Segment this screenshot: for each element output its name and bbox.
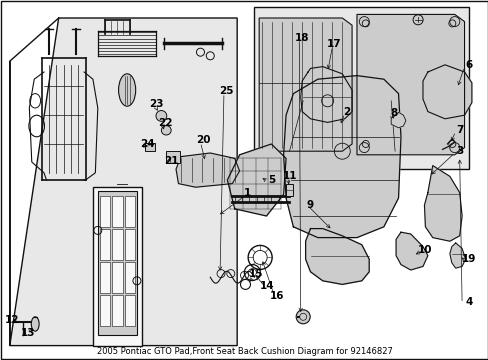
Polygon shape — [176, 153, 239, 187]
Bar — [124, 262, 135, 293]
Bar — [100, 262, 110, 293]
Polygon shape — [227, 144, 285, 216]
Text: 12: 12 — [5, 315, 20, 325]
Bar — [166, 151, 180, 163]
Bar — [93, 187, 142, 346]
Bar — [124, 229, 135, 260]
Text: 19: 19 — [461, 254, 476, 264]
Text: 24: 24 — [140, 139, 155, 149]
Bar — [112, 262, 122, 293]
Ellipse shape — [161, 126, 171, 135]
Polygon shape — [395, 232, 427, 270]
Bar — [112, 196, 122, 227]
Text: 2005 Pontiac GTO Pad,Front Seat Back Cushion Diagram for 92146827: 2005 Pontiac GTO Pad,Front Seat Back Cus… — [96, 346, 392, 356]
Circle shape — [296, 310, 309, 324]
Bar — [100, 229, 110, 260]
Bar — [285, 184, 293, 196]
Text: 16: 16 — [269, 291, 284, 301]
Text: 21: 21 — [163, 156, 178, 166]
Polygon shape — [300, 67, 351, 122]
Bar — [98, 191, 137, 335]
Bar — [124, 196, 135, 227]
Text: 9: 9 — [306, 200, 313, 210]
Text: 6: 6 — [465, 60, 472, 70]
Text: 7: 7 — [455, 125, 463, 135]
Polygon shape — [10, 18, 237, 346]
Polygon shape — [356, 14, 464, 155]
Text: 8: 8 — [389, 108, 396, 118]
Bar — [112, 229, 122, 260]
Text: 1: 1 — [243, 188, 250, 198]
Text: 3: 3 — [455, 146, 462, 156]
Ellipse shape — [118, 74, 136, 106]
Text: 11: 11 — [282, 171, 297, 181]
Polygon shape — [283, 76, 400, 238]
Text: 15: 15 — [248, 269, 263, 279]
Text: 18: 18 — [294, 33, 308, 43]
Text: 20: 20 — [195, 135, 210, 145]
Polygon shape — [390, 112, 405, 128]
Text: 2: 2 — [343, 107, 350, 117]
Bar — [100, 295, 110, 326]
Text: 13: 13 — [20, 328, 35, 338]
Polygon shape — [259, 18, 351, 151]
Text: 4: 4 — [465, 297, 472, 307]
Polygon shape — [305, 229, 368, 284]
Bar — [254, 7, 468, 169]
Bar — [144, 143, 154, 151]
Text: 5: 5 — [267, 175, 274, 185]
Polygon shape — [422, 65, 471, 119]
Text: 17: 17 — [326, 39, 341, 49]
Bar — [112, 295, 122, 326]
Text: 10: 10 — [417, 245, 432, 255]
Bar — [100, 196, 110, 227]
Polygon shape — [449, 243, 465, 268]
Ellipse shape — [156, 111, 166, 121]
Text: 25: 25 — [218, 86, 233, 96]
Text: 22: 22 — [158, 118, 172, 128]
Ellipse shape — [31, 317, 39, 331]
Bar — [124, 295, 135, 326]
Text: 14: 14 — [259, 281, 274, 291]
Text: 23: 23 — [149, 99, 163, 109]
Polygon shape — [424, 166, 461, 241]
